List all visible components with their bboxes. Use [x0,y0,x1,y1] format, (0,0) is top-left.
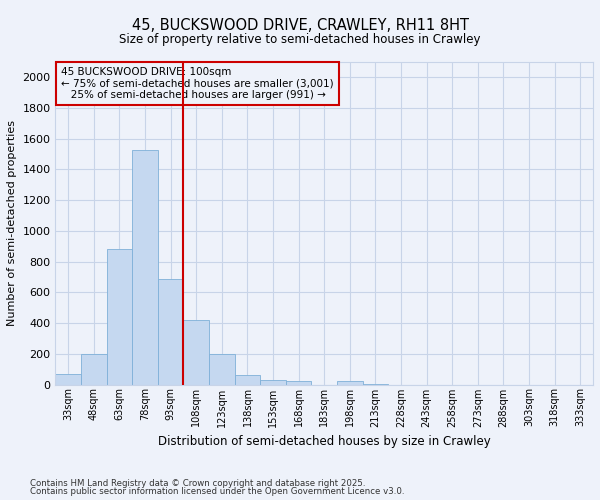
Bar [158,278,184,384]
Text: Contains HM Land Registry data © Crown copyright and database right 2025.: Contains HM Land Registry data © Crown c… [30,478,365,488]
Text: Size of property relative to semi-detached houses in Crawley: Size of property relative to semi-detach… [119,32,481,46]
Bar [81,354,107,384]
Text: 45, BUCKSWOOD DRIVE, CRAWLEY, RH11 8HT: 45, BUCKSWOOD DRIVE, CRAWLEY, RH11 8HT [131,18,469,32]
Bar [260,380,286,384]
Bar [132,150,158,384]
Bar [184,320,209,384]
Text: Contains public sector information licensed under the Open Government Licence v3: Contains public sector information licen… [30,488,404,496]
Bar [55,374,81,384]
Bar [286,380,311,384]
Bar [107,250,132,384]
Bar [209,354,235,384]
Bar [235,374,260,384]
Text: 45 BUCKSWOOD DRIVE: 100sqm
← 75% of semi-detached houses are smaller (3,001)
   : 45 BUCKSWOOD DRIVE: 100sqm ← 75% of semi… [61,67,334,100]
X-axis label: Distribution of semi-detached houses by size in Crawley: Distribution of semi-detached houses by … [158,435,491,448]
Bar [337,380,362,384]
Y-axis label: Number of semi-detached properties: Number of semi-detached properties [7,120,17,326]
